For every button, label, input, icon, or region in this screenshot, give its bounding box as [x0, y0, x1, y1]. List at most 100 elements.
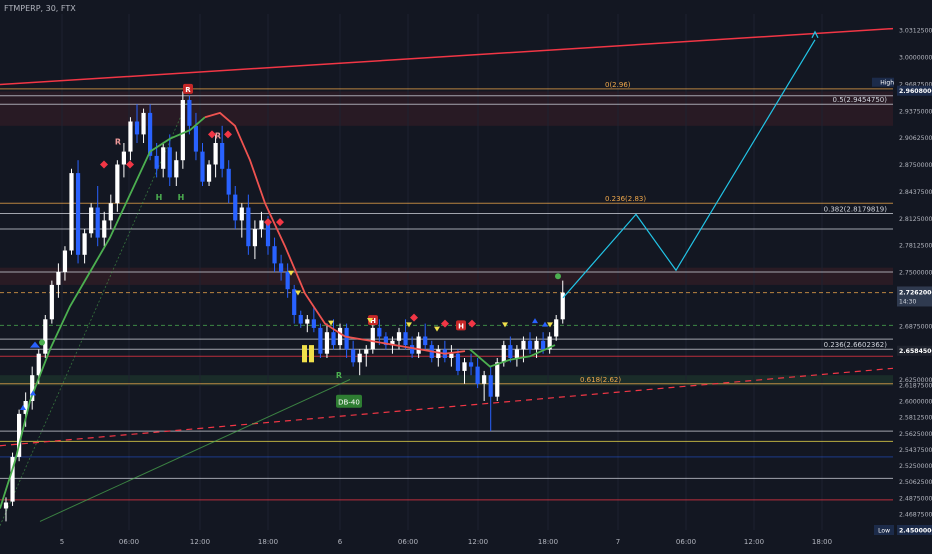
candle-body [108, 203, 113, 221]
candle-body [272, 246, 277, 264]
db-annotation-box [336, 394, 362, 408]
candle-body [89, 207, 94, 234]
candle-body [49, 284, 54, 320]
low-label: Low [878, 528, 890, 535]
candle-body [213, 143, 218, 165]
candle-body [115, 164, 120, 204]
candle-body [233, 194, 238, 221]
diamond-marker [468, 319, 476, 328]
candle-body [514, 349, 519, 358]
candle-body [482, 375, 487, 384]
candle-body [462, 362, 467, 371]
candle-body [449, 353, 454, 358]
candle-body [560, 292, 565, 320]
candle-body [351, 349, 356, 363]
high-label: High [880, 80, 894, 87]
up-arrow-marker [30, 341, 40, 348]
price-tick-label: 2.9062500 [899, 135, 932, 142]
up-triangle [20, 405, 26, 411]
candle-body [357, 353, 362, 363]
candle-body [17, 413, 22, 457]
price-tick-label: 2.6250000 [899, 377, 932, 384]
candle-body [174, 160, 179, 178]
candle-body [285, 272, 290, 290]
secondary-price-value: 2.6584500 [899, 348, 932, 355]
price-tick-label: 2.9687500 [899, 81, 932, 88]
candle-body [30, 375, 35, 401]
price-tick-label: 2.8437500 [899, 189, 932, 196]
candle-body [475, 366, 480, 384]
r-label: R [115, 138, 121, 147]
candle-body [200, 151, 205, 182]
candle-body [193, 125, 199, 152]
price-tick-label: 2.6187500 [899, 382, 932, 389]
current-price-value: 2.7262000 [899, 289, 932, 296]
candle-body [154, 155, 159, 169]
time-tick-label: 06:00 [119, 538, 139, 546]
time-tick-label: 7 [616, 538, 620, 546]
candle-body [62, 250, 68, 272]
fib-level-label: 0.236(2.6602362) [824, 341, 888, 349]
h-label: H [156, 193, 163, 202]
candle-body [141, 112, 146, 135]
h-marker [456, 320, 466, 331]
candle-body [468, 362, 474, 367]
down-triangle [502, 322, 508, 328]
candle-body [69, 173, 74, 251]
down-triangle [406, 322, 412, 328]
candle-body [265, 220, 271, 247]
price-tick-label: 2.6000000 [899, 399, 932, 406]
candle-body [305, 319, 310, 324]
candle-body [56, 272, 61, 285]
up-triangle [542, 321, 548, 327]
green-dot [555, 273, 561, 280]
price-tick-label: 2.5437500 [899, 447, 932, 454]
down-triangle [434, 326, 440, 332]
price-tick-label: 3.0312500 [899, 28, 932, 35]
price-tick-label: 2.5625000 [899, 431, 932, 438]
candle-body [75, 173, 81, 255]
time-tick-label: 06:00 [676, 538, 696, 546]
time-tick-label: 5 [60, 538, 64, 546]
price-tick-label: 2.5062500 [899, 479, 932, 486]
candle-body [161, 147, 166, 169]
h-marker-text: H [458, 322, 464, 330]
support-trendline [39, 379, 351, 522]
price-tick-label: 2.9375000 [899, 108, 932, 115]
support-zone [0, 375, 893, 386]
diamond-marker [276, 218, 284, 227]
down-triangle [547, 322, 553, 328]
candle-body [252, 229, 257, 247]
candle-body [311, 319, 316, 328]
diamond-marker [441, 319, 449, 328]
high-price-tag [897, 85, 932, 96]
price-tick-label: 3.0000000 [899, 55, 932, 62]
candle-body [495, 362, 500, 397]
candle-body [370, 327, 375, 350]
down-triangle [367, 318, 373, 324]
candle-body [148, 112, 153, 156]
diamond-marker [410, 313, 418, 322]
candle-body [134, 121, 140, 135]
candle-body [508, 345, 513, 358]
candle-body [324, 332, 330, 354]
moving-average-red [204, 111, 466, 355]
diamond-marker [264, 218, 272, 227]
candle-body [220, 143, 225, 169]
candle-body [541, 340, 546, 350]
price-tick-label: 2.7500000 [899, 270, 932, 277]
candle-body [318, 327, 323, 354]
low-price-tag [897, 525, 932, 535]
highlight-candle [302, 345, 307, 363]
candle-body [102, 220, 107, 238]
candle-body [121, 151, 126, 165]
price-tick-label: 2.8750000 [899, 162, 932, 169]
price-tick-label: 2.7812500 [899, 243, 932, 250]
time-tick-label: 12:00 [744, 538, 764, 546]
candle-body [23, 401, 28, 414]
chart-title: FTMPERP, 30, FTX [4, 4, 76, 13]
time-tick-label: 18:00 [812, 538, 832, 546]
candle-body [206, 164, 212, 182]
